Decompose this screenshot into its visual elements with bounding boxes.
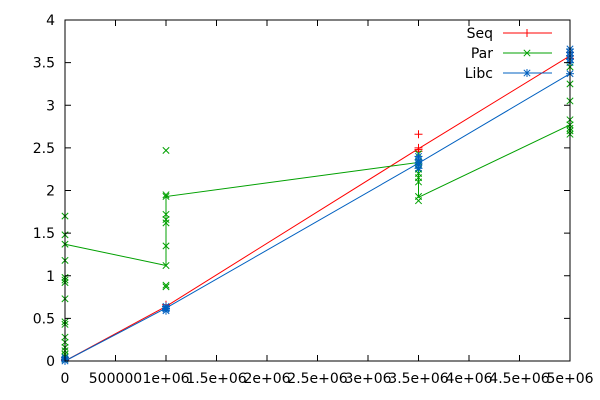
data-point xyxy=(162,146,170,154)
data-point xyxy=(414,152,423,161)
series-line-par xyxy=(64,124,571,267)
data-point xyxy=(523,69,531,77)
y-tick-label: 0 xyxy=(46,354,55,370)
y-tick-label: 2 xyxy=(46,184,55,200)
series-lines xyxy=(64,55,571,362)
x-tick-label: 2e+06 xyxy=(243,371,290,387)
y-axis: 0 0.5 1 1.5 2 2.5 3 3.5 4 xyxy=(33,13,570,370)
y-tick-label: 4 xyxy=(46,13,55,29)
x-tick-label: 0 xyxy=(61,371,70,387)
series-markers-libc xyxy=(61,44,574,365)
series-markers-seq xyxy=(61,48,574,365)
plot-frame xyxy=(64,19,571,362)
legend-label-seq: Seq xyxy=(467,26,493,42)
x-tick-label: 3e+06 xyxy=(344,371,391,387)
data-point xyxy=(414,192,423,201)
data-point xyxy=(162,219,170,227)
data-point xyxy=(523,29,531,37)
data-point xyxy=(162,281,170,289)
data-point xyxy=(523,49,531,57)
series-line-seq xyxy=(64,55,571,362)
data-point xyxy=(162,192,170,201)
y-tick-label: 3 xyxy=(46,98,55,114)
data-point xyxy=(162,283,170,291)
data-point xyxy=(162,215,170,224)
data-point xyxy=(162,210,170,218)
x-tick-label: 500000 xyxy=(89,371,142,387)
x-tick-label: 1e+06 xyxy=(142,371,189,387)
y-tick-label: 0.5 xyxy=(33,311,55,327)
data-point xyxy=(162,302,170,311)
x-tick-label: 5e+06 xyxy=(546,371,593,387)
x-tick-label: 4.5e+06 xyxy=(489,371,550,387)
y-tick-label: 3.5 xyxy=(33,56,55,72)
x-axis: 0 500000 1e+061.5e+062e+062.5e+063e+063.5e… xyxy=(61,20,594,387)
legend-label-libc: Libc xyxy=(465,66,493,82)
data-point xyxy=(162,242,170,250)
data-point xyxy=(162,261,170,270)
x-tick-label: 1.5e+06 xyxy=(186,371,247,387)
series-line-libc xyxy=(64,73,571,362)
y-tick-label: 1 xyxy=(46,269,55,285)
x-tick-label: 2.5e+06 xyxy=(287,371,348,387)
data-point xyxy=(414,130,423,139)
legend: Seq Par Libc xyxy=(465,26,552,82)
series-markers-par xyxy=(61,63,574,363)
series-markers xyxy=(61,44,574,365)
data-point xyxy=(162,191,170,199)
legend-label-par: Par xyxy=(471,46,493,62)
y-tick-label: 2.5 xyxy=(33,141,55,157)
x-tick-label: 4e+06 xyxy=(445,371,492,387)
y-tick-label: 1.5 xyxy=(33,226,55,242)
x-tick-label: 3.5e+06 xyxy=(388,371,449,387)
data-point xyxy=(414,143,423,152)
